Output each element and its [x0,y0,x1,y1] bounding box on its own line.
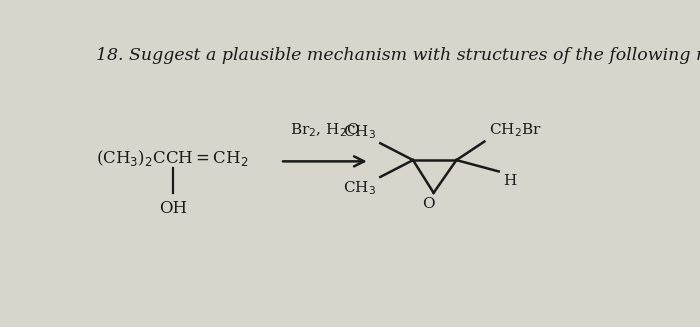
Text: CH$_2$Br: CH$_2$Br [489,121,542,139]
Text: O: O [422,198,435,211]
Text: H: H [503,174,517,188]
FancyArrowPatch shape [283,156,364,166]
Text: 18. Suggest a plausible mechanism with structures of the following reaction:: 18. Suggest a plausible mechanism with s… [96,47,700,64]
Text: (CH$_3$)$_2$CCH$=$CH$_2$: (CH$_3$)$_2$CCH$=$CH$_2$ [96,147,248,167]
Text: OH: OH [159,200,188,217]
Text: Br$_2$, H$_2$O: Br$_2$, H$_2$O [290,121,360,139]
Text: CH$_3$: CH$_3$ [343,123,376,141]
Text: CH$_3$: CH$_3$ [343,180,376,197]
